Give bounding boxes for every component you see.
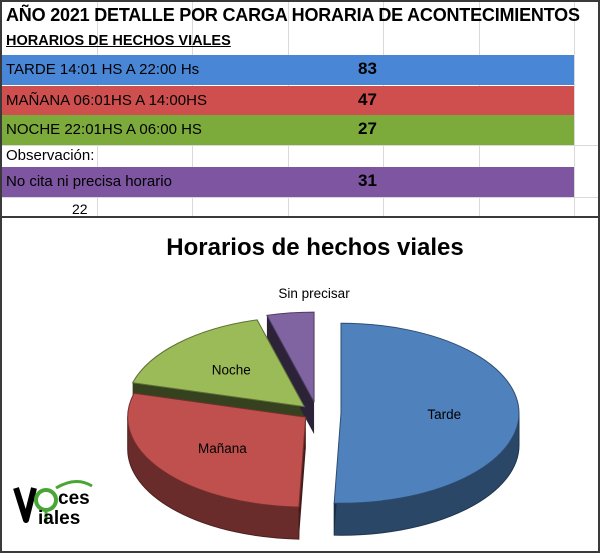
row-label: No cita ni precisa horario (6, 173, 172, 190)
pie-slice-manana[interactable] (127, 392, 307, 508)
row-sin-precisar[interactable]: No cita ni precisa horario 31 (2, 167, 574, 197)
chart-title: Horarios de hechos viales (166, 234, 463, 261)
row-label: MAÑANA 06:01HS A 14:00HS (6, 92, 207, 109)
pie-slice-noche[interactable] (131, 319, 306, 408)
pie-slices (127, 311, 520, 540)
row-label: TARDE 14:01 HS A 22:00 Hs (6, 61, 200, 78)
pie-labels: Tarde Mañana Noche Sin precisar (198, 286, 461, 456)
pie-label: Noche (212, 363, 251, 378)
pie-label: Tarde (427, 407, 461, 422)
pie-label: Sin precisar (278, 286, 350, 301)
row-value: 47 (358, 90, 377, 109)
logo-text-voces: ces (58, 488, 90, 509)
observation-label: Observación: (6, 147, 95, 164)
pie-slice-sin-precisar[interactable] (266, 311, 315, 403)
pie-slice-tarde[interactable] (333, 322, 520, 504)
divider (2, 216, 598, 218)
row-tarde[interactable]: TARDE 14:01 HS A 22:00 Hs 83 (2, 55, 574, 85)
voces-viales-logo: ces iales (13, 480, 93, 529)
row-manana[interactable]: MAÑANA 06:01HS A 14:00HS 47 (2, 86, 574, 116)
pie-label: Mañana (198, 441, 247, 456)
row-label: NOCHE 22:01HS A 06:00 HS (6, 121, 202, 138)
spreadsheet-area: AÑO 2021 DETALLE POR CARGA HORARIA DE AC… (2, 2, 598, 216)
row-value: 31 (358, 171, 377, 190)
row-value: 27 (358, 119, 377, 138)
extra-cell-value: 22 (72, 201, 88, 216)
sheet-subtitle: HORARIOS DE HECHOS VIALES (6, 33, 231, 49)
microphone-icon (34, 488, 58, 512)
row-value: 83 (358, 59, 377, 78)
pie-chart-area: Horarios de hechos viales Tarde Mañana Noc… (2, 218, 598, 551)
pie-chart: Horarios de hechos viales Tarde Mañana Noc… (13, 234, 520, 540)
sheet-title: AÑO 2021 DETALLE POR CARGA HORARIA DE AC… (6, 5, 580, 25)
row-noche[interactable]: NOCHE 22:01HS A 06:00 HS 27 (2, 115, 574, 145)
logo-text-viales: iales (38, 508, 80, 529)
